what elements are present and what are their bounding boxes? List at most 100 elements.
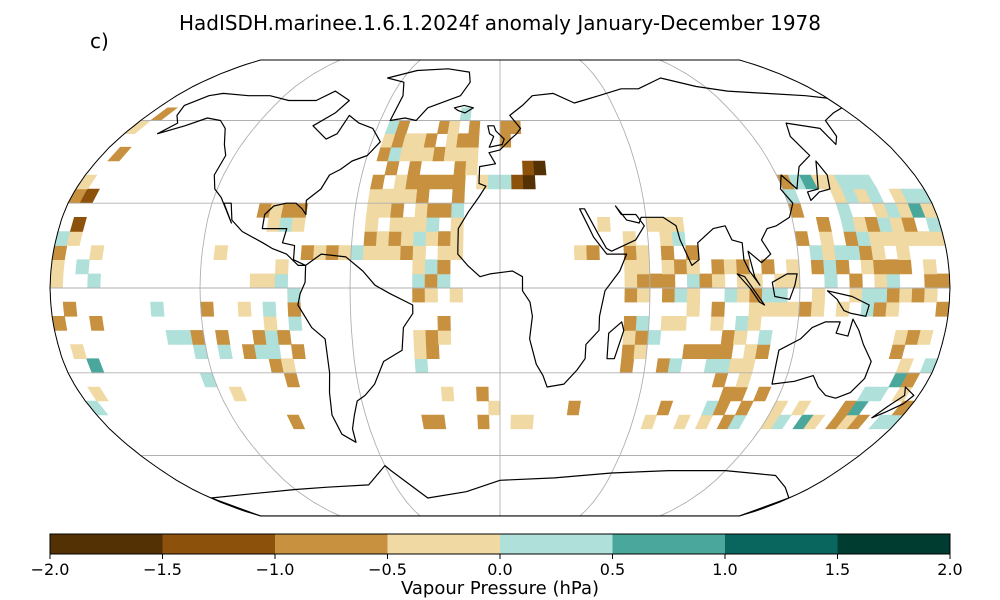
anomaly-cell xyxy=(718,344,734,359)
anomaly-cell xyxy=(846,414,871,430)
anomaly-cell xyxy=(89,316,105,331)
anomaly-cell xyxy=(228,386,248,402)
anomaly-cell xyxy=(387,245,402,260)
anomaly-grid xyxy=(50,107,950,430)
anomaly-cell xyxy=(413,231,427,246)
anomaly-cell xyxy=(885,301,900,317)
anomaly-cell xyxy=(596,217,611,232)
anomaly-cell xyxy=(437,245,451,260)
panel-label: c) xyxy=(90,29,109,53)
coastline-iceland xyxy=(453,104,474,114)
colorbar-tick-label: 1.0 xyxy=(712,560,737,579)
anomaly-cell xyxy=(774,273,788,289)
anomaly-cell xyxy=(634,330,649,345)
anomaly-cell xyxy=(403,188,418,204)
anomaly-cell xyxy=(748,301,763,317)
anomaly-cell xyxy=(935,301,950,317)
anomaly-cell xyxy=(785,259,800,275)
anomaly-cell xyxy=(720,330,736,345)
anomaly-cell xyxy=(388,231,403,246)
anomaly-cell xyxy=(263,316,278,331)
anomaly-cell xyxy=(213,245,229,260)
anomaly-cell xyxy=(252,330,268,345)
anomaly-cell xyxy=(694,344,710,359)
anomaly-cell xyxy=(757,330,773,345)
anomaly-cell xyxy=(622,330,637,345)
anomaly-cell xyxy=(888,344,906,359)
anomaly-cell xyxy=(624,287,638,303)
anomaly-cell xyxy=(362,245,377,260)
coastline-sumatra xyxy=(736,273,766,306)
anomaly-cell xyxy=(149,107,178,121)
anomaly-cell xyxy=(786,273,801,289)
anomaly-cell xyxy=(674,287,688,303)
anomaly-cell xyxy=(249,273,264,289)
anomaly-cell xyxy=(437,259,451,275)
anomaly-cell xyxy=(280,358,297,374)
anomaly-cell xyxy=(440,386,455,402)
coastlines xyxy=(157,68,915,516)
anomaly-cell xyxy=(510,414,523,430)
anomaly-cell xyxy=(735,372,753,388)
colorbar: −2.0 −1.5 −1.0 −0.5 0.0 0.5 1.0 1.5 2.0 Vapour P… xyxy=(31,533,963,599)
colorbar-bin xyxy=(500,534,613,554)
anomaly-cell xyxy=(86,358,105,374)
anomaly-cell xyxy=(659,231,674,246)
colorbar-bins xyxy=(50,534,951,554)
colorbar-bin xyxy=(275,534,388,554)
anomaly-cell xyxy=(911,287,926,303)
colorbar-tick-label: 0.0 xyxy=(487,560,512,579)
anomaly-cell xyxy=(407,160,422,176)
anomaly-cell xyxy=(673,259,688,275)
anomaly-cell xyxy=(803,414,826,430)
anomaly-cell xyxy=(400,231,415,246)
anomaly-cell xyxy=(657,217,673,232)
anomaly-cell xyxy=(262,301,277,317)
anomaly-cell xyxy=(391,188,407,204)
anomaly-cell xyxy=(774,287,788,303)
anomaly-cell xyxy=(325,245,340,260)
anomaly-cell xyxy=(390,202,405,218)
anomaly-cell xyxy=(624,259,638,275)
anomaly-cell xyxy=(773,301,788,317)
anomaly-cell xyxy=(755,344,771,359)
anomaly-cell xyxy=(286,414,306,430)
anomaly-cell xyxy=(414,202,429,218)
anomaly-cell xyxy=(451,188,465,204)
anomaly-cell xyxy=(895,245,911,260)
anomaly-cell xyxy=(437,231,452,246)
anomaly-cell xyxy=(288,316,303,331)
colorbar-bin xyxy=(837,534,951,554)
anomaly-cell xyxy=(924,287,938,303)
anomaly-cell xyxy=(682,344,697,359)
coastline-greenland xyxy=(387,68,471,122)
anomaly-cell xyxy=(752,386,772,402)
anomaly-cell xyxy=(824,273,838,289)
anomaly-cell xyxy=(449,287,463,303)
anomaly-cell xyxy=(87,273,101,289)
anomaly-cell xyxy=(300,245,315,260)
anomaly-cell xyxy=(477,414,490,430)
anomaly-cell xyxy=(450,231,464,246)
colorbar-tick-label: −0.5 xyxy=(368,560,407,579)
anomaly-cell xyxy=(711,259,726,275)
anomaly-cell xyxy=(412,259,426,275)
anomaly-cell xyxy=(686,287,701,303)
anomaly-cell xyxy=(872,259,888,275)
anomaly-cell xyxy=(283,372,301,388)
anomaly-cell xyxy=(747,316,762,331)
anomaly-cell xyxy=(375,245,389,260)
anomaly-cell xyxy=(645,217,660,232)
anomaly-cell xyxy=(586,245,600,260)
anomaly-cell xyxy=(465,160,478,176)
anomaly-cell xyxy=(858,245,874,260)
anomaly-cell xyxy=(468,120,481,134)
anomaly-cell xyxy=(428,174,443,190)
world-map xyxy=(49,59,951,517)
anomaly-cell xyxy=(661,287,676,303)
anomaly-cell xyxy=(835,202,854,218)
anomaly-cell xyxy=(649,273,663,289)
coastline-japan xyxy=(806,160,831,201)
anomaly-cell xyxy=(640,414,658,430)
anomaly-cell xyxy=(635,245,650,260)
